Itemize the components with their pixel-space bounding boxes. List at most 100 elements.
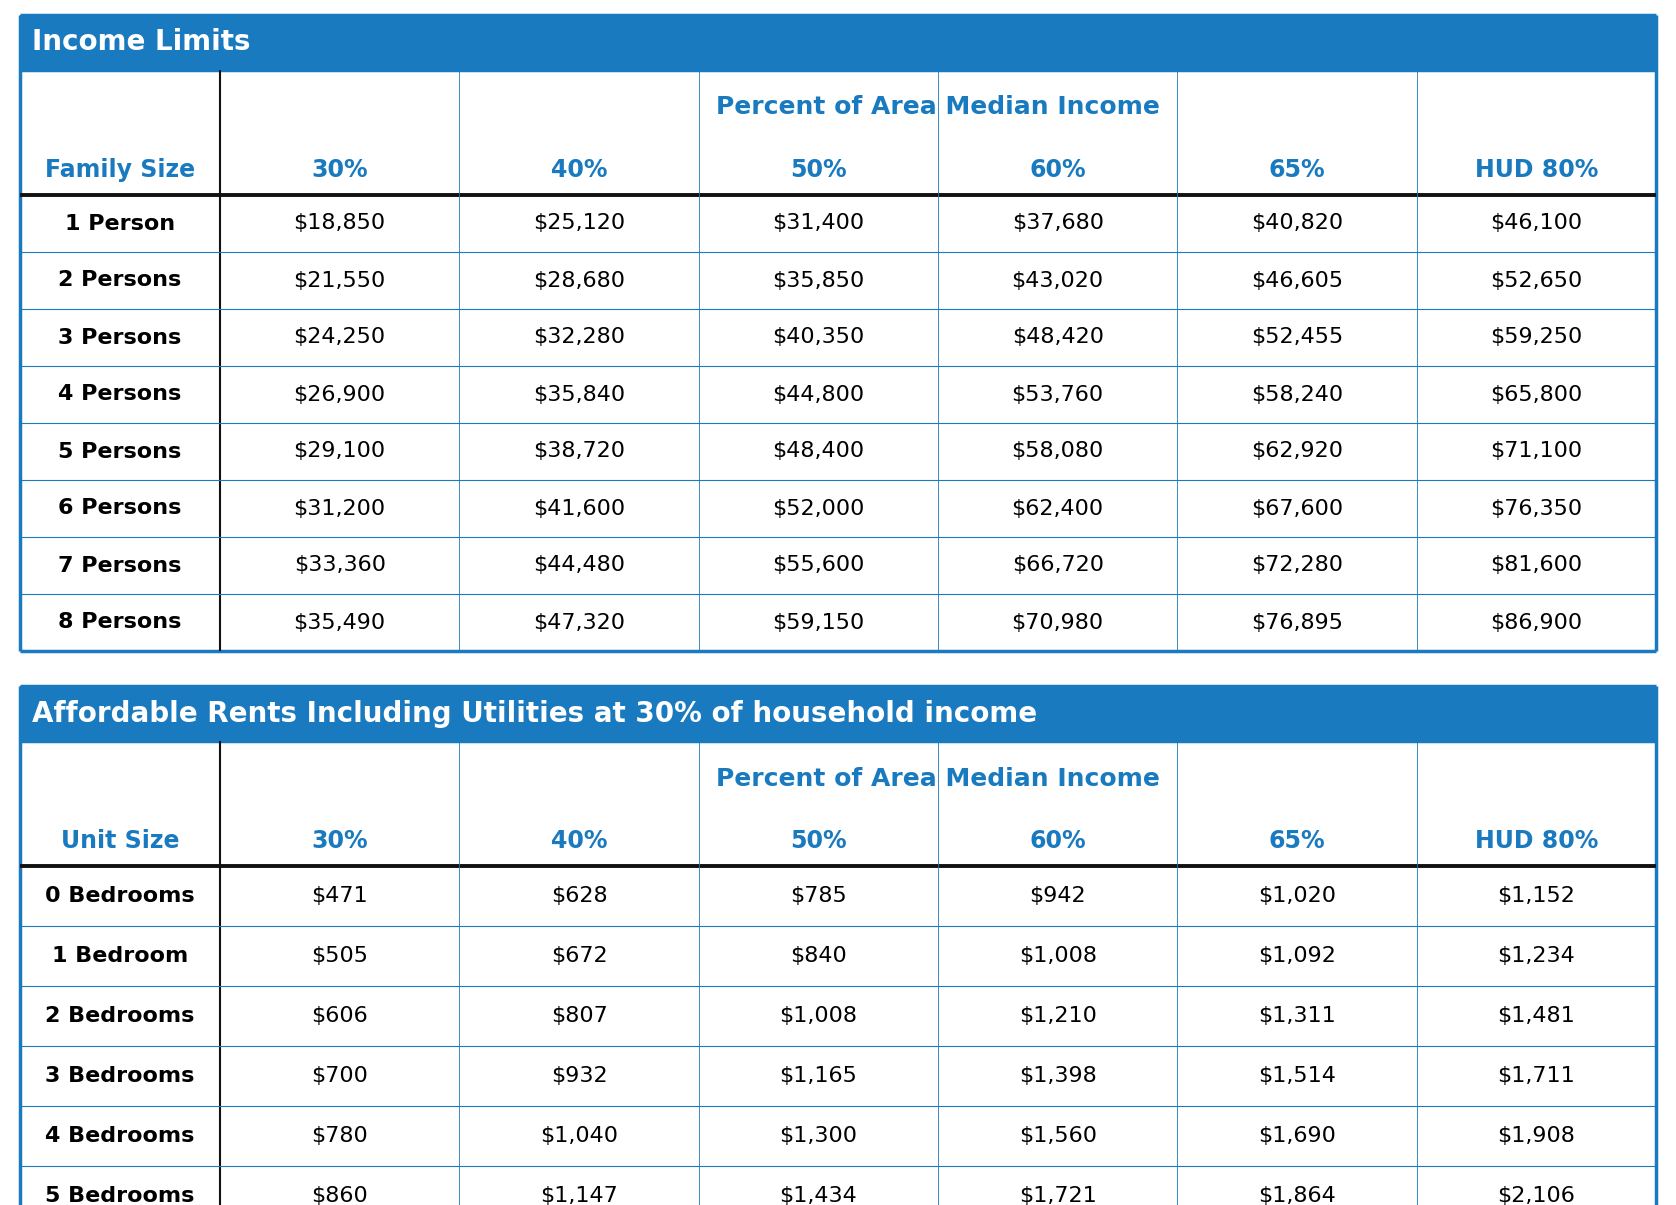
Text: $44,480: $44,480 — [533, 556, 625, 576]
Bar — [20, 14, 1656, 70]
Text: 2 Bedrooms: 2 Bedrooms — [45, 1006, 194, 1025]
Text: $43,020: $43,020 — [1012, 270, 1104, 290]
Text: $1,690: $1,690 — [1259, 1125, 1336, 1146]
Text: $53,760: $53,760 — [1012, 384, 1104, 405]
Text: $76,895: $76,895 — [1250, 612, 1342, 633]
Text: $52,455: $52,455 — [1250, 328, 1342, 347]
Text: Affordable Rents Including Utilities at 30% of household income: Affordable Rents Including Utilities at … — [32, 699, 1037, 728]
Text: $62,920: $62,920 — [1250, 441, 1342, 462]
Text: $65,800: $65,800 — [1490, 384, 1582, 405]
Text: $1,147: $1,147 — [540, 1186, 618, 1205]
Text: 5 Bedrooms: 5 Bedrooms — [45, 1186, 194, 1205]
Text: 50%: 50% — [789, 158, 846, 182]
Text: $1,434: $1,434 — [779, 1186, 856, 1205]
Text: $35,850: $35,850 — [773, 270, 865, 290]
Text: $71,100: $71,100 — [1490, 441, 1582, 462]
Text: $672: $672 — [551, 946, 607, 966]
Text: $26,900: $26,900 — [293, 384, 385, 405]
Text: $28,680: $28,680 — [533, 270, 625, 290]
Text: 30%: 30% — [312, 158, 369, 182]
Text: 3 Bedrooms: 3 Bedrooms — [45, 1066, 194, 1086]
Text: $41,600: $41,600 — [533, 499, 625, 518]
Bar — [20, 70, 1656, 651]
Text: $52,000: $52,000 — [773, 499, 865, 518]
Text: $780: $780 — [312, 1125, 369, 1146]
Text: $1,481: $1,481 — [1497, 1006, 1575, 1025]
Text: 5 Persons: 5 Persons — [59, 441, 181, 462]
Text: $628: $628 — [551, 886, 607, 906]
Text: $76,350: $76,350 — [1490, 499, 1582, 518]
Text: 4 Persons: 4 Persons — [59, 384, 181, 405]
Text: $38,720: $38,720 — [533, 441, 625, 462]
Text: $505: $505 — [312, 946, 369, 966]
Text: $700: $700 — [312, 1066, 369, 1086]
Text: $86,900: $86,900 — [1490, 612, 1582, 633]
Text: $48,400: $48,400 — [773, 441, 865, 462]
Text: 30%: 30% — [312, 829, 369, 853]
Text: $47,320: $47,320 — [533, 612, 625, 633]
Text: $46,605: $46,605 — [1250, 270, 1342, 290]
Text: HUD 80%: HUD 80% — [1475, 829, 1597, 853]
Text: $25,120: $25,120 — [533, 213, 625, 234]
Text: $70,980: $70,980 — [1012, 612, 1104, 633]
Text: $58,240: $58,240 — [1250, 384, 1342, 405]
Text: $1,210: $1,210 — [1019, 1006, 1096, 1025]
Text: HUD 80%: HUD 80% — [1475, 158, 1597, 182]
Text: Percent of Area Median Income: Percent of Area Median Income — [716, 95, 1160, 119]
Text: $18,850: $18,850 — [293, 213, 385, 234]
Text: $1,721: $1,721 — [1019, 1186, 1096, 1205]
Text: $35,490: $35,490 — [293, 612, 385, 633]
Text: $72,280: $72,280 — [1250, 556, 1342, 576]
Text: 50%: 50% — [789, 829, 846, 853]
Text: Family Size: Family Size — [45, 158, 194, 182]
Text: $40,820: $40,820 — [1250, 213, 1342, 234]
Text: $62,400: $62,400 — [1012, 499, 1104, 518]
Text: $1,008: $1,008 — [1019, 946, 1096, 966]
Text: $35,840: $35,840 — [533, 384, 625, 405]
Text: $1,311: $1,311 — [1259, 1006, 1336, 1025]
Text: 4 Bedrooms: 4 Bedrooms — [45, 1125, 194, 1146]
Text: 7 Persons: 7 Persons — [59, 556, 181, 576]
Text: 40%: 40% — [551, 829, 607, 853]
Text: $1,152: $1,152 — [1497, 886, 1575, 906]
Text: $1,165: $1,165 — [779, 1066, 856, 1086]
Text: $1,008: $1,008 — [779, 1006, 858, 1025]
Text: 3 Persons: 3 Persons — [59, 328, 181, 347]
Text: 60%: 60% — [1029, 829, 1086, 853]
Bar — [20, 686, 1656, 741]
Text: $44,800: $44,800 — [773, 384, 865, 405]
Text: $55,600: $55,600 — [773, 556, 865, 576]
Text: 65%: 65% — [1269, 158, 1326, 182]
Text: $58,080: $58,080 — [1012, 441, 1104, 462]
Text: $1,908: $1,908 — [1497, 1125, 1575, 1146]
Text: 8 Persons: 8 Persons — [59, 612, 181, 633]
Text: $2,106: $2,106 — [1497, 1186, 1575, 1205]
Text: Unit Size: Unit Size — [60, 829, 179, 853]
Text: Percent of Area Median Income: Percent of Area Median Income — [716, 766, 1160, 790]
Text: $31,400: $31,400 — [773, 213, 865, 234]
Text: $1,711: $1,711 — [1497, 1066, 1575, 1086]
Text: 6 Persons: 6 Persons — [59, 499, 181, 518]
Text: $807: $807 — [551, 1006, 607, 1025]
Text: $471: $471 — [312, 886, 369, 906]
Bar — [20, 741, 1656, 1205]
Text: $1,560: $1,560 — [1019, 1125, 1096, 1146]
Text: 40%: 40% — [551, 158, 607, 182]
Text: $24,250: $24,250 — [293, 328, 385, 347]
Text: $52,650: $52,650 — [1490, 270, 1582, 290]
Text: $932: $932 — [551, 1066, 607, 1086]
Text: $860: $860 — [312, 1186, 369, 1205]
Text: 1 Person: 1 Person — [65, 213, 174, 234]
Text: $40,350: $40,350 — [773, 328, 865, 347]
Text: 60%: 60% — [1029, 158, 1086, 182]
Text: $59,250: $59,250 — [1490, 328, 1582, 347]
Text: $1,092: $1,092 — [1259, 946, 1336, 966]
Text: $1,864: $1,864 — [1259, 1186, 1336, 1205]
Text: Income Limits: Income Limits — [32, 29, 250, 57]
Text: 1 Bedroom: 1 Bedroom — [52, 946, 188, 966]
Text: $1,234: $1,234 — [1497, 946, 1575, 966]
Text: $32,280: $32,280 — [533, 328, 625, 347]
Text: $785: $785 — [789, 886, 846, 906]
Text: $66,720: $66,720 — [1012, 556, 1104, 576]
Text: $606: $606 — [312, 1006, 369, 1025]
